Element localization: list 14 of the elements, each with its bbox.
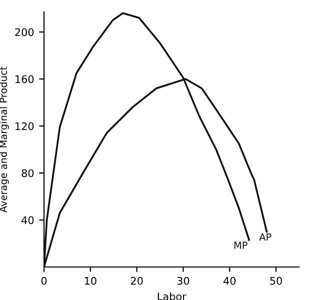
x-axis-title: Labor xyxy=(158,292,186,300)
x-tick-label: 50 xyxy=(270,276,282,285)
y-tick-label: 80 xyxy=(22,169,34,178)
y-tick-label: 160 xyxy=(16,75,34,84)
x-tick-label: 10 xyxy=(84,276,96,285)
y-tick-label: 40 xyxy=(22,216,34,224)
y-tick-label: 120 xyxy=(16,122,34,130)
x-tick-label: 40 xyxy=(224,276,236,285)
x-tick-label: 20 xyxy=(130,276,143,285)
series-label: AP xyxy=(259,233,272,241)
series-label: MP xyxy=(234,242,248,249)
x-tick-label: 30 xyxy=(177,276,190,285)
x-tick-label: 0 xyxy=(41,276,47,285)
y-tick-label: 200 xyxy=(15,28,34,36)
